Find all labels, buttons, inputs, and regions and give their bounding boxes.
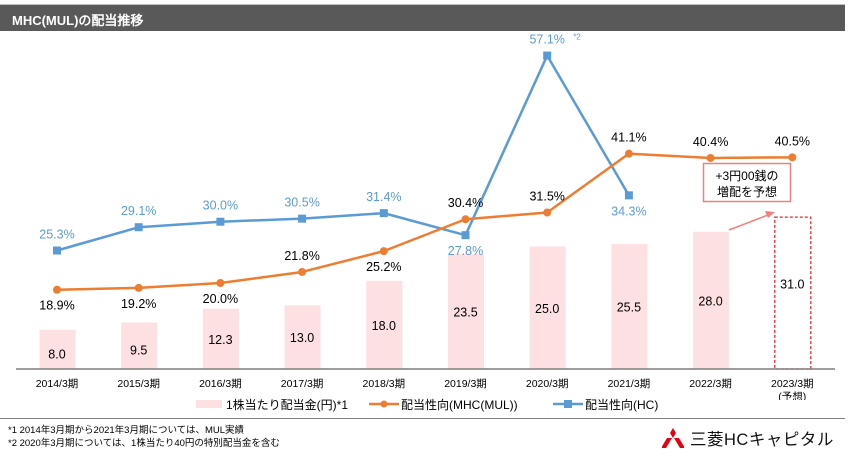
mul-payout-label: 30.4% xyxy=(448,196,483,210)
hc-payout-marker xyxy=(543,51,552,60)
bar xyxy=(284,305,321,369)
mul-payout-marker xyxy=(461,215,470,224)
hc-payout-label: 27.8% xyxy=(448,244,483,258)
bar-value-label: 8.0 xyxy=(48,347,65,361)
bar-value-label: 13.0 xyxy=(290,331,314,345)
bar-forecast xyxy=(774,216,812,370)
mul-payout-marker xyxy=(379,247,388,256)
data-labels: 8.0 9.5 12.3 13.0 18.0 23.5 25.0 25.5 28.0 31.0 18… xyxy=(39,33,810,362)
header-bar: MHC(MUL)の配当推移 xyxy=(0,4,845,31)
mul-payout-marker xyxy=(788,153,797,162)
bar xyxy=(121,322,158,369)
footnote-2: *2 2020年3月期については、1株当たり40円の特別配当金を含む xyxy=(8,438,280,449)
legend-label-hc: 配当性向(HC) xyxy=(585,397,659,412)
legend-swatch-hc-icon xyxy=(553,400,583,408)
x-tick-label: 2018/3期 xyxy=(362,378,405,390)
mul-payout-label: 40.5% xyxy=(775,134,810,148)
x-tick-label: 2015/3期 xyxy=(117,378,160,390)
hc-payout-label: 30.5% xyxy=(284,196,319,210)
bar xyxy=(202,308,239,369)
mul-payout-marker xyxy=(134,283,143,292)
legend-item-mul: 配当性向(MHC(MUL)) xyxy=(369,396,518,412)
hc-payout-label: 34.3% xyxy=(611,204,646,218)
x-tick-label: 2020/3期 xyxy=(526,378,569,390)
hc-payout-marker xyxy=(461,231,470,240)
annotation-arrow-line xyxy=(728,214,769,231)
bar-value-label: 25.5 xyxy=(617,301,641,315)
x-tick-label: 2017/3期 xyxy=(281,378,324,390)
mul-payout-label: 31.5% xyxy=(529,190,564,204)
bar-value-label: 31.0 xyxy=(780,277,804,291)
x-tick-labels: 2014/3期 2015/3期 2016/3期 2017/3期 2018/3期 2019/… xyxy=(36,378,814,400)
x-tick-sublabel: (予想) xyxy=(778,390,806,400)
hc-payout-label: 29.1% xyxy=(121,204,156,218)
bar-value-label: 12.3 xyxy=(208,333,232,347)
bar-value-label: 18.0 xyxy=(372,319,396,333)
x-tick-label: 2019/3期 xyxy=(444,378,487,390)
hc-payout-label: 25.3% xyxy=(39,228,74,242)
bar-value-label: 23.5 xyxy=(453,305,477,319)
bar-value-label: 9.5 xyxy=(130,344,147,358)
logo-text: 三菱HCキャピタル xyxy=(690,431,834,449)
mul-payout-marker xyxy=(216,279,225,287)
line-series xyxy=(53,51,797,294)
legend-swatch-mul-icon xyxy=(369,400,399,408)
hc-payout-marker xyxy=(624,191,633,200)
annotation-text-line1: +3円00銭の xyxy=(715,168,778,183)
company-logo: 三菱HCキャピタル xyxy=(662,427,834,449)
mul-payout-label: 18.9% xyxy=(39,299,74,313)
hc-footnote-marker: *2 xyxy=(573,33,581,42)
mul-payout-label: 25.2% xyxy=(366,260,401,274)
legend-item-bar: 1株当たり配当金(円)*1 xyxy=(196,396,348,412)
page-title: MHC(MUL)の配当推移 xyxy=(12,13,144,28)
bar xyxy=(366,280,403,369)
x-tick-label: 2023/3期 xyxy=(771,378,814,390)
mul-payout-line xyxy=(56,152,793,291)
hc-payout-label: 30.0% xyxy=(203,199,238,213)
mul-payout-label: 41.1% xyxy=(611,131,646,145)
annotation-arrow-head-icon xyxy=(765,211,775,218)
bar xyxy=(611,244,648,369)
mul-payout-label: 20.0% xyxy=(203,292,238,306)
legend-label-bar: 1株当たり配当金(円)*1 xyxy=(226,397,349,412)
mul-payout-label: 19.2% xyxy=(121,297,156,311)
mul-payout-marker xyxy=(706,153,715,162)
hc-payout-line xyxy=(56,54,630,252)
hc-payout-marker xyxy=(379,209,388,218)
x-tick-label: 2014/3期 xyxy=(36,378,79,390)
hc-payout-marker xyxy=(53,246,61,255)
x-tick-label: 2022/3期 xyxy=(689,378,732,390)
annotation-box xyxy=(702,162,792,203)
mul-payout-marker xyxy=(298,267,307,276)
hc-payout-label: 31.4% xyxy=(366,190,401,204)
bar-value-label: 25.0 xyxy=(535,302,559,316)
bar xyxy=(448,253,484,369)
bar xyxy=(693,231,730,369)
hc-payout-marker xyxy=(134,223,143,232)
mul-payout-label: 40.4% xyxy=(693,135,728,149)
legend-label-mul: 配当性向(MHC(MUL)) xyxy=(401,397,518,412)
mul-payout-label: 21.8% xyxy=(284,249,319,263)
x-tick-label: 2016/3期 xyxy=(199,378,242,390)
footer-divider xyxy=(0,418,845,419)
bar xyxy=(39,329,76,369)
mul-payout-marker xyxy=(53,285,61,294)
hc-payout-marker xyxy=(298,214,307,223)
footnote-1: *1 2014年3月期から2021年3月期については、MUL実績 xyxy=(8,425,245,436)
bar-value-label: 28.0 xyxy=(698,294,722,308)
legend-swatch-bar xyxy=(196,400,222,408)
bar xyxy=(529,246,566,369)
legend-item-hc: 配当性向(HC) xyxy=(553,396,658,412)
annotation-text-line2: 増配を予想 xyxy=(717,184,777,199)
x-tick-label: 2021/3期 xyxy=(608,378,651,390)
mul-payout-marker xyxy=(543,208,552,217)
three-diamonds-icon xyxy=(662,428,684,448)
hc-payout-label: 57.1% xyxy=(529,33,564,47)
hc-payout-marker xyxy=(216,217,225,226)
mul-payout-marker xyxy=(624,149,633,158)
bar-series xyxy=(39,216,812,370)
